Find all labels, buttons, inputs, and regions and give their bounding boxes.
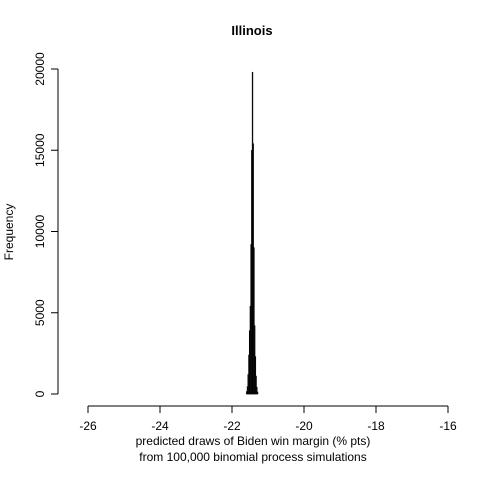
x-tick-label: -18 (367, 419, 385, 433)
y-tick-label: 0 (33, 390, 47, 397)
x-axis-label-line1: predicted draws of Biden win margin (% p… (136, 434, 371, 448)
histogram-bar (254, 356, 257, 395)
histogram-bar (256, 386, 258, 395)
y-tick-label: 5000 (33, 299, 47, 326)
histogram-bar (255, 375, 257, 395)
y-tick-label: 20000 (33, 52, 47, 86)
chart-title: Illinois (231, 23, 272, 38)
y-tick-label: 15000 (33, 133, 47, 167)
x-axis: -26 -24 -22 -20 -18 -16 (79, 405, 457, 433)
x-tick-label: -22 (223, 419, 241, 433)
histogram-bar (253, 247, 255, 395)
x-axis-label-line2: from 100,000 binomial process simulation… (139, 450, 366, 464)
x-tick-label: -26 (79, 419, 97, 433)
x-tick-label: -20 (295, 419, 313, 433)
histogram-bar (256, 391, 259, 395)
histogram-bars (246, 71, 259, 395)
x-tick-label: -24 (151, 419, 169, 433)
x-tick-label: -16 (439, 419, 457, 433)
y-tick-label: 10000 (33, 214, 47, 248)
y-axis: 0 5000 10000 15000 20000 (33, 52, 59, 397)
y-axis-label: Frequency (2, 204, 16, 261)
